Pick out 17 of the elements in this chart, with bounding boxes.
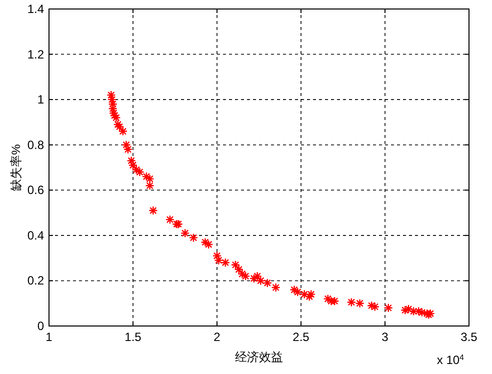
y-tick-label: 0.4 xyxy=(27,228,44,242)
y-tick-label: 1.4 xyxy=(27,2,44,16)
y-tick-label: 0.6 xyxy=(27,183,44,198)
x-tick-label: 1 xyxy=(46,330,53,344)
x-tick-label: 1.5 xyxy=(124,330,142,344)
y-tick-label: 1.2 xyxy=(27,47,44,62)
x-axis-title: 经济效益 xyxy=(235,350,283,364)
y-tick-label: 0.8 xyxy=(27,138,44,152)
y-axis-title: 缺失率% xyxy=(9,144,23,191)
y-tick-label: 0.2 xyxy=(27,274,44,288)
text: x 10$^{4}$ xyxy=(436,352,465,367)
x-tick-label: 2 xyxy=(214,330,221,344)
x-tick-label: 3 xyxy=(382,330,389,344)
x-tick-label: 3.5 xyxy=(460,330,478,344)
x-tick-label: 2.5 xyxy=(292,330,310,344)
y-tick-label: 1 xyxy=(37,92,44,107)
y-tick-label: 0 xyxy=(37,319,44,333)
